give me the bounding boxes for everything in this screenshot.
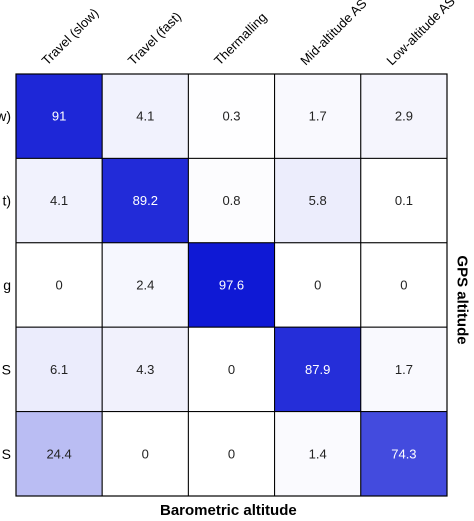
heatmap-border [15,73,448,497]
heatmap-value-r4-c0: 24.4 [46,446,71,461]
heatmap-value-r1-c3: 5.8 [309,193,327,208]
heatmap-value-r1-c2: 0.8 [222,193,240,208]
column-label-4: Low-altitude AS [383,0,458,68]
column-label-2: Thermalling [211,9,270,68]
column-label-1: Travel (fast) [125,9,184,68]
heatmap-value-r2-c4: 0 [400,278,407,293]
heatmap-value-r0-c4: 2.9 [395,109,413,124]
heatmap-cell-r0-c4 [360,73,448,159]
heatmap-value-r0-c0: 91 [52,109,66,124]
heatmap-value-r2-c2: 97.6 [219,278,244,293]
heatmap-value-r3-c4: 1.7 [395,362,413,377]
heatmap-value-r3-c2: 0 [228,362,235,377]
heatmap-value-r0-c2: 0.3 [222,109,240,124]
heatmap-cell-r1-c4 [360,157,448,244]
heatmap-value-r1-c0: 4.1 [50,193,68,208]
heatmap-value-r3-c1: 4.3 [136,362,154,377]
heatmap-value-r3-c3: 87.9 [305,362,330,377]
column-label-3: Mid-altitude AS [297,0,370,68]
heatmap-value-r2-c3: 0 [314,278,321,293]
heatmap-value-r4-c3: 1.4 [309,446,327,461]
row-label-4: S [2,446,11,462]
heatmap-cell-r2-c1 [101,242,189,328]
heatmap-cell-r4-c2 [187,411,276,497]
heatmap-cell-r1-c0 [15,157,103,244]
y-axis-title: GPS altitude [453,255,471,345]
heatmap-value-r0-c1: 4.1 [136,109,154,124]
heatmap-cell-r3-c3 [274,326,362,413]
heatmap-cell-r0-c0 [15,73,103,159]
heatmap-value-r2-c1: 2.4 [136,278,154,293]
heatmap-cell-r3-c4 [360,326,448,413]
heatmap-cell-r3-c1 [101,326,189,413]
heatmap-cell-r4-c4 [360,411,448,497]
x-axis-title: Barometric altitude [160,502,297,519]
heatmap-value-r4-c2: 0 [228,446,235,461]
row-label-3: S [2,361,11,377]
heatmap-value-r1-c4: 0.1 [395,193,413,208]
heatmap-cell-r0-c3 [274,73,362,159]
column-label-0: Travel (slow) [39,5,102,68]
heatmap-cell-r4-c0 [15,411,103,497]
heatmap-value-r2-c0: 0 [55,278,62,293]
heatmap-value-r0-c3: 1.7 [309,109,327,124]
row-label-1: t) [2,193,11,209]
heatmap-value-r4-c1: 0 [142,446,149,461]
heatmap-cell-r3-c2 [187,326,276,413]
heatmap-cell-r0-c1 [101,73,189,159]
heatmap-cell-r2-c2 [187,242,276,328]
heatmap-value-r1-c1: 89.2 [133,193,158,208]
row-label-2: g [3,277,11,293]
heatmap-value-r4-c4: 74.3 [391,446,416,461]
row-label-0: w) [0,108,11,124]
heatmap-value-r3-c0: 6.1 [50,362,68,377]
heatmap-cell-r2-c3 [274,242,362,328]
heatmap-cell-r4-c1 [101,411,189,497]
heatmap-cell-r1-c2 [187,157,276,244]
